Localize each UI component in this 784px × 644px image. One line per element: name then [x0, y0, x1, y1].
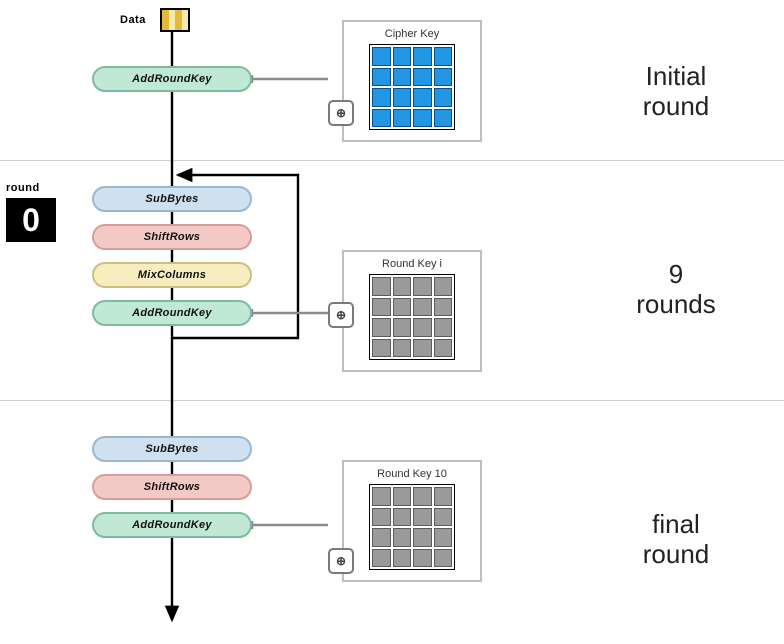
round-counter-caption: round [6, 182, 40, 194]
xor-icon: ⊕ [328, 302, 354, 328]
phase-label-final-l2: round [606, 540, 746, 570]
key-grid [369, 274, 455, 360]
phase-label-initial-l2: round [606, 92, 746, 122]
step-middle-mixcolumns: MixColumns [92, 262, 252, 288]
key-grid [369, 484, 455, 570]
step-initial-addroundkey: AddRoundKey [92, 66, 252, 92]
phase-label-initial: Initial round [606, 62, 746, 122]
step-final-shiftrows: ShiftRows [92, 474, 252, 500]
key-grid [369, 44, 455, 130]
key-panel-title: Cipher Key [385, 28, 439, 40]
phase-label-middle-l1: 9 [606, 260, 746, 290]
data-block-icon [160, 8, 190, 32]
phase-label-final-l1: final [606, 510, 746, 540]
divider-2 [0, 400, 784, 401]
step-middle-shiftrows: ShiftRows [92, 224, 252, 250]
phase-label-middle-l2: rounds [606, 290, 746, 320]
phase-label-middle: 9 rounds [606, 260, 746, 320]
divider-1 [0, 160, 784, 161]
phase-label-initial-l1: Initial [606, 62, 746, 92]
diagram-stage: Initial round 9 rounds final round round… [0, 0, 784, 644]
data-label: Data [120, 14, 146, 26]
key-panel-title: Round Key i [382, 258, 442, 270]
xor-icon: ⊕ [328, 100, 354, 126]
key-panel-title: Round Key 10 [377, 468, 447, 480]
step-middle-subbytes: SubBytes [92, 186, 252, 212]
xor-icon: ⊕ [328, 548, 354, 574]
step-final-addroundkey: AddRoundKey [92, 512, 252, 538]
step-final-subbytes: SubBytes [92, 436, 252, 462]
round-counter-value: 0 [6, 198, 56, 242]
step-middle-addroundkey: AddRoundKey [92, 300, 252, 326]
key-panel-0: Cipher Key [342, 20, 482, 142]
key-panel-1: Round Key i [342, 250, 482, 372]
phase-label-final: final round [606, 510, 746, 570]
key-panel-2: Round Key 10 [342, 460, 482, 582]
